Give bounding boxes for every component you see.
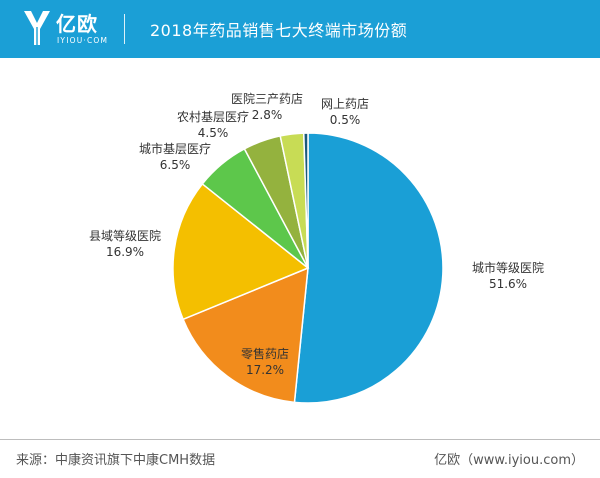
brand-subtitle: IYIOU·COM <box>57 36 109 45</box>
footer-source: 来源：中康资讯旗下中康CMH数据 <box>16 453 216 468</box>
slice-value-4: 6.5% <box>160 158 191 172</box>
slice-value-5: 4.5% <box>198 126 229 140</box>
slice-label-7: 网上药店 <box>321 97 369 111</box>
slice-value-6: 2.8% <box>252 108 283 122</box>
pie-chart: 城市等级医院 51.6% 零售药店 17.2% 县域等级医院 16.9% 城市基层医疗 6.5… <box>89 92 544 404</box>
slice-value-1: 51.6% <box>489 277 527 291</box>
slice-value-3: 16.9% <box>106 245 144 259</box>
pie-slice-3 <box>172 182 310 321</box>
pie-labels: 城市等级医院 51.6% 零售药店 17.2% 县域等级医院 16.9% 城市基层医疗 6.5… <box>89 92 544 377</box>
brand-name: 亿欧 <box>56 12 98 36</box>
footer-divider <box>0 439 600 440</box>
chart-title: 2018年药品销售七大终端市场份额 <box>150 21 408 40</box>
slice-label-5: 农村基层医疗 <box>177 110 249 124</box>
footer-site: 亿欧（www.iyiou.com） <box>434 453 584 468</box>
header-divider <box>124 14 125 44</box>
pie-slice-1 <box>293 132 444 404</box>
header-bar: 亿欧 IYIOU·COM 2018年药品销售七大终端市场份额 <box>0 0 600 58</box>
slice-label-2: 零售药店 <box>241 346 289 361</box>
pie-slice-2 <box>182 266 309 404</box>
slice-label-4: 城市基层医疗 <box>139 141 211 156</box>
yiou-logo-icon <box>24 11 50 45</box>
slice-value-2: 17.2% <box>246 363 284 377</box>
slice-label-3: 县域等级医院 <box>89 229 161 243</box>
slice-label-1: 城市等级医院 <box>472 260 544 275</box>
slice-label-6: 医院三产药店 <box>231 92 303 106</box>
slice-value-7: 0.5% <box>330 113 361 127</box>
pie-slice-7 <box>302 132 309 269</box>
pie-slices <box>172 132 444 404</box>
